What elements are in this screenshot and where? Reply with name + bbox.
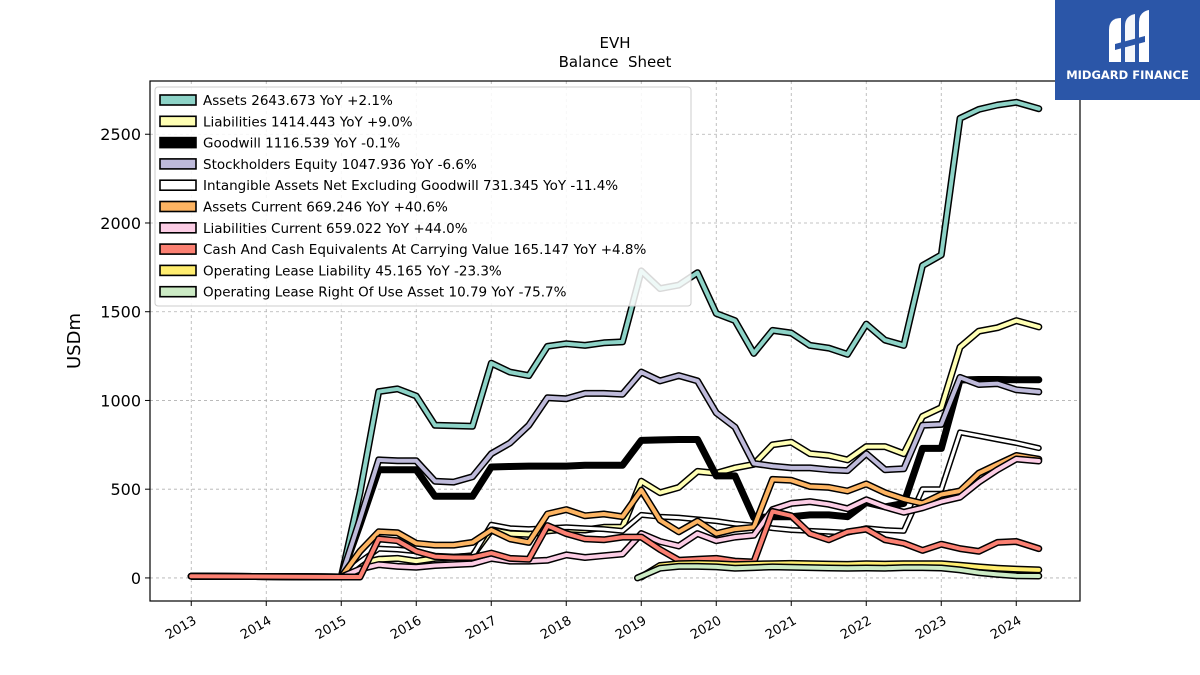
legend-swatch <box>159 179 197 191</box>
plot-frame <box>149 80 1081 602</box>
legend-label: Liabilities Current 659.022 YoY +44.0% <box>203 221 468 237</box>
chart-title: EVH <box>599 34 630 52</box>
x-tick-label: 2019 <box>613 613 649 643</box>
y-tick-label: 1000 <box>100 391 141 410</box>
x-tick-label: 2018 <box>538 613 574 643</box>
series-line <box>337 376 1043 581</box>
legend-swatch <box>159 158 197 170</box>
series-line <box>189 457 1041 579</box>
series-assets-current <box>187 452 1043 581</box>
legend: Assets 2643.673 YoY +2.1% Liabilities 141… <box>154 86 692 307</box>
legend-label: Stockholders Equity 1047.936 YoY -6.6% <box>203 157 477 173</box>
legend-swatch <box>159 243 197 255</box>
legend-box <box>154 86 692 307</box>
series-line <box>189 370 1041 579</box>
y-axis-label: USDm <box>64 313 85 369</box>
legend-swatch <box>159 285 197 298</box>
legend-swatch <box>159 200 197 213</box>
x-tick-label: 2016 <box>388 613 424 643</box>
series-line <box>635 564 1041 580</box>
x-tick-label: 2013 <box>163 613 199 643</box>
y-tick-label: 2500 <box>100 125 141 144</box>
legend-label: Intangible Assets Net Excluding Goodwill… <box>203 178 618 194</box>
series-line <box>189 453 1041 579</box>
legend-swatch <box>159 136 197 149</box>
brand-logo: MIDGARD FINANCE <box>1055 0 1200 100</box>
legend-swatch <box>159 115 197 128</box>
x-tick-label: 2014 <box>238 613 274 643</box>
y-tick-label: 500 <box>110 480 141 499</box>
x-tick-label: 2024 <box>988 613 1024 643</box>
legend-label: Liabilities 1414.443 YoY +9.0% <box>203 114 413 130</box>
y-axis: 0 500 1000 1500 2000 2500 <box>100 125 150 588</box>
legend-label: Cash And Cash Equivalents At Carrying Va… <box>203 242 647 258</box>
legend-label: Assets 2643.673 YoY +2.1% <box>203 93 393 109</box>
x-axis: 2013 2014 2015 2016 2017 2018 2019 2020 2021 2022… <box>163 601 1024 643</box>
legend-label: Operating Lease Liability 45.165 YoY -23… <box>203 263 502 279</box>
series-operating-lease-right-of-use-asset <box>634 562 1043 582</box>
x-tick-label: 2017 <box>463 613 499 643</box>
legend-swatch <box>159 264 197 277</box>
x-tick-label: 2015 <box>313 613 349 643</box>
x-tick-label: 2021 <box>763 613 799 643</box>
series-stockholders-equity <box>187 368 1043 581</box>
legend-label: Operating Lease Right Of Use Asset 10.79… <box>203 285 567 301</box>
series-liabilities-current <box>187 455 1043 581</box>
y-tick-label: 1500 <box>100 303 141 322</box>
legend-label: Goodwill 1116.539 YoY -0.1% <box>203 136 400 152</box>
legend-label: Assets Current 669.246 YoY +40.6% <box>203 200 448 216</box>
y-tick-label: 0 <box>131 569 141 588</box>
y-tick-label: 2000 <box>100 214 141 233</box>
midgard-logo-icon <box>1109 10 1149 62</box>
x-tick-label: 2023 <box>913 613 949 643</box>
chart-subtitle: Balance Sheet <box>559 53 672 71</box>
x-tick-label: 2022 <box>838 613 874 643</box>
x-tick-label: 2020 <box>688 613 724 643</box>
legend-swatch <box>159 94 197 106</box>
series-goodwill <box>337 376 1043 581</box>
legend-swatch <box>159 222 197 234</box>
brand-name: MIDGARD FINANCE <box>1066 68 1189 82</box>
